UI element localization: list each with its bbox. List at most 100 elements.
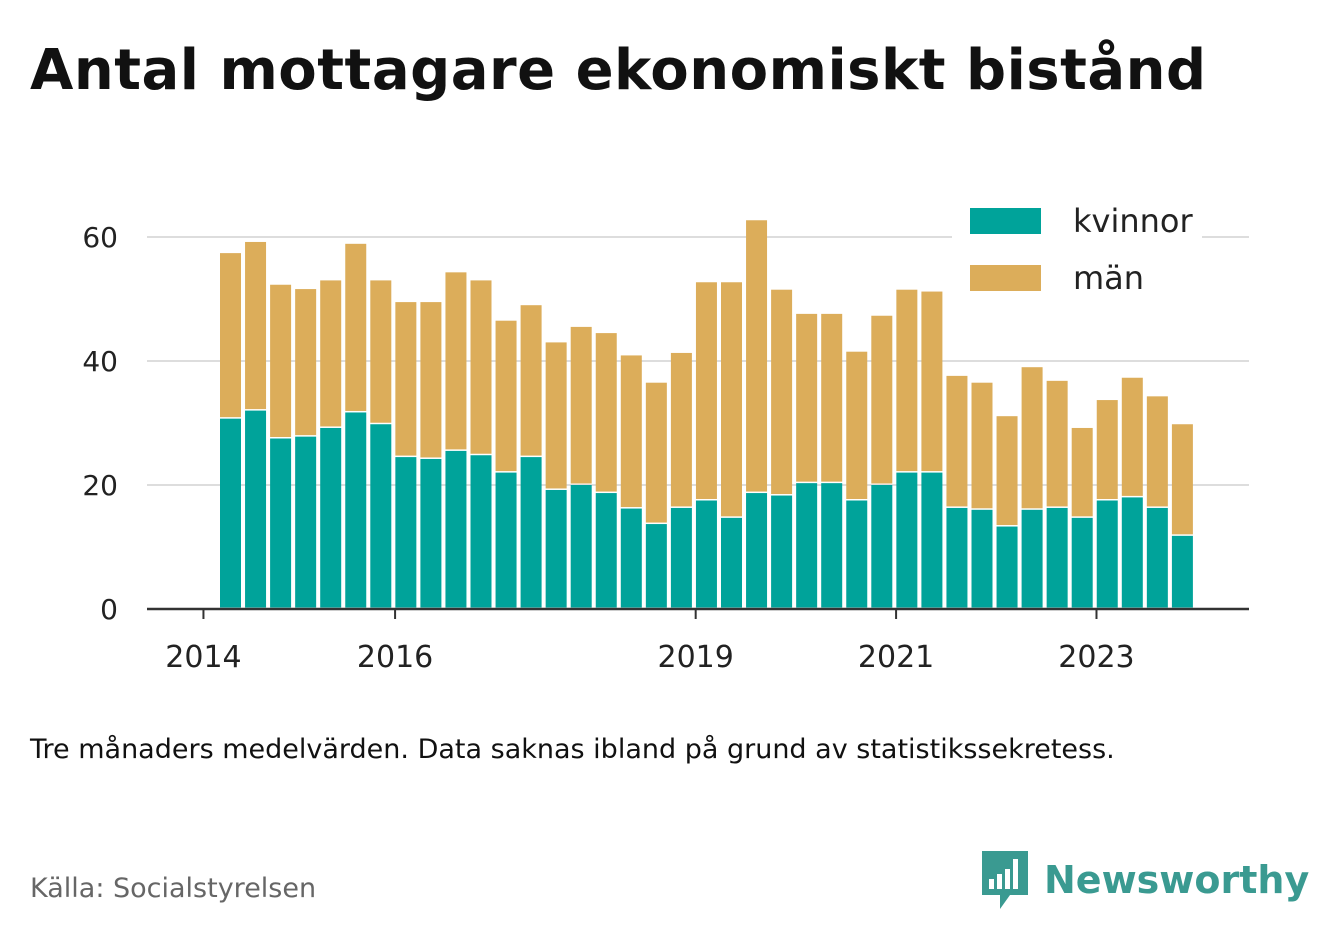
y-tick-label: 0 — [100, 593, 118, 626]
y-tick-label: 40 — [82, 345, 118, 378]
bar-kvinnor-2014-Q2 — [220, 418, 241, 608]
x-tick-label: 2019 — [658, 640, 734, 675]
bar-kvinnor-2018-Q3 — [645, 524, 667, 608]
chat-bar-chart-icon — [982, 851, 1028, 909]
bar-kvinnor-2019-Q2 — [721, 517, 742, 608]
bar-kvinnor-2023-Q4 — [1171, 535, 1193, 608]
bar-kvinnor-2015-Q3 — [345, 412, 367, 608]
bar-kvinnor-2015-Q1 — [295, 436, 317, 608]
bar-kvinnor-2018-Q2 — [620, 508, 642, 608]
bar-kvinnor-2021-Q1 — [896, 472, 918, 608]
legend-swatch-kvinnor — [970, 208, 1041, 234]
bar-kvinnor-2016-Q2 — [420, 458, 442, 608]
bar-män-2014-Q2 — [220, 253, 241, 418]
bar-män-2021-Q1 — [896, 289, 918, 472]
bar-män-2021-Q4 — [971, 382, 993, 509]
bar-kvinnor-2019-Q1 — [695, 500, 717, 608]
bar-kvinnor-2021-Q2 — [921, 472, 943, 608]
bar-män-2014-Q4 — [270, 284, 292, 437]
y-tick-label: 60 — [82, 221, 118, 254]
newsworthy-logo: Newsworthy — [980, 848, 1309, 912]
legend: kvinnor män — [952, 202, 1202, 302]
bar-kvinnor-2016-Q3 — [445, 450, 467, 608]
bar-män-2017-Q1 — [495, 320, 517, 472]
bar-kvinnor-2023-Q2 — [1121, 497, 1143, 608]
bar-män-2018-Q3 — [645, 382, 667, 523]
bar-män-2018-Q1 — [595, 333, 617, 492]
bar-män-2019-Q3 — [746, 220, 768, 492]
bar-kvinnor-2019-Q4 — [771, 495, 793, 608]
chart-title: Antal mottagare ekonomiskt bistånd — [30, 38, 1207, 103]
bar-män-2023-Q2 — [1121, 377, 1143, 496]
bar-kvinnor-2016-Q1 — [395, 457, 417, 608]
bar-män-2018-Q2 — [620, 355, 642, 508]
bar-kvinnor-2017-Q2 — [520, 457, 542, 608]
bar-män-2022-Q1 — [996, 416, 1018, 526]
bar-män-2019-Q2 — [721, 282, 742, 517]
bar-män-2020-Q3 — [846, 351, 868, 499]
bar-kvinnor-2023-Q3 — [1146, 507, 1168, 608]
bar-män-2018-Q4 — [670, 352, 692, 507]
bar-kvinnor-2017-Q1 — [495, 472, 517, 608]
bars — [220, 220, 1193, 608]
brand-name: Newsworthy — [1044, 858, 1310, 902]
x-tick-label: 2016 — [357, 640, 433, 675]
legend-swatch-män — [970, 265, 1041, 291]
bar-män-2020-Q2 — [821, 313, 843, 482]
bar-män-2019-Q4 — [771, 289, 793, 495]
x-tick-label: 2021 — [858, 640, 934, 675]
bar-män-2016-Q3 — [445, 272, 467, 450]
bar-män-2015-Q1 — [295, 289, 317, 436]
bar-kvinnor-2017-Q4 — [570, 485, 592, 608]
bar-män-2019-Q1 — [695, 282, 717, 499]
bar-kvinnor-2020-Q1 — [796, 483, 818, 608]
bar-män-2015-Q4 — [370, 280, 392, 423]
bar-kvinnor-2015-Q2 — [320, 427, 342, 608]
chart-note: Tre månaders medelvärden. Data saknas ib… — [30, 734, 1115, 765]
bar-män-2022-Q3 — [1046, 380, 1068, 507]
bar-kvinnor-2022-Q4 — [1071, 517, 1093, 608]
legend-label-kvinnor: kvinnor — [1073, 202, 1194, 240]
y-tick-label: 20 — [82, 469, 118, 502]
bar-kvinnor-2022-Q2 — [1021, 509, 1043, 608]
bar-kvinnor-2014-Q3 — [245, 410, 267, 608]
bar-män-2022-Q4 — [1071, 427, 1093, 517]
x-tick-label: 2023 — [1058, 640, 1134, 675]
bar-kvinnor-2018-Q4 — [670, 507, 692, 608]
bar-män-2023-Q3 — [1146, 396, 1168, 507]
axes: 0 20 40 60 2014 2016 2019 2021 2023 — [82, 221, 1249, 675]
bar-män-2017-Q4 — [570, 326, 592, 484]
bar-män-2016-Q4 — [470, 280, 492, 454]
bar-män-2016-Q1 — [395, 302, 417, 456]
bar-män-2023-Q4 — [1171, 424, 1193, 535]
bar-män-2014-Q3 — [245, 241, 267, 410]
bar-kvinnor-2021-Q3 — [946, 507, 968, 608]
bar-män-2015-Q3 — [345, 243, 367, 411]
bar-kvinnor-2023-Q1 — [1096, 500, 1118, 608]
bar-män-2017-Q2 — [520, 305, 542, 456]
bar-kvinnor-2020-Q2 — [821, 483, 843, 608]
bar-män-2021-Q2 — [921, 291, 943, 472]
bar-kvinnor-2022-Q3 — [1046, 507, 1068, 608]
x-tick-label: 2014 — [165, 640, 241, 675]
bar-män-2020-Q4 — [871, 315, 893, 484]
bar-kvinnor-2017-Q3 — [545, 489, 567, 608]
bar-kvinnor-2022-Q1 — [996, 526, 1018, 608]
stacked-bar-chart: 0 20 40 60 2014 2016 2019 2021 2023 kvinnor män — [82, 202, 1249, 675]
legend-label-män: män — [1073, 259, 1144, 297]
bar-kvinnor-2018-Q1 — [595, 493, 617, 608]
bar-män-2015-Q2 — [320, 280, 342, 427]
bar-kvinnor-2020-Q4 — [871, 485, 893, 608]
bar-kvinnor-2015-Q4 — [370, 424, 392, 608]
bar-kvinnor-2021-Q4 — [971, 509, 993, 608]
bar-män-2020-Q1 — [796, 313, 818, 482]
bar-män-2022-Q2 — [1021, 367, 1043, 509]
bar-män-2023-Q1 — [1096, 400, 1118, 499]
bar-kvinnor-2016-Q4 — [470, 455, 492, 608]
bar-män-2017-Q3 — [545, 342, 567, 489]
bar-män-2016-Q2 — [420, 302, 442, 458]
bar-kvinnor-2020-Q3 — [846, 500, 868, 608]
bar-män-2021-Q3 — [946, 375, 968, 507]
bar-kvinnor-2014-Q4 — [270, 438, 292, 608]
source-credit: Källa: Socialstyrelsen — [30, 873, 317, 904]
